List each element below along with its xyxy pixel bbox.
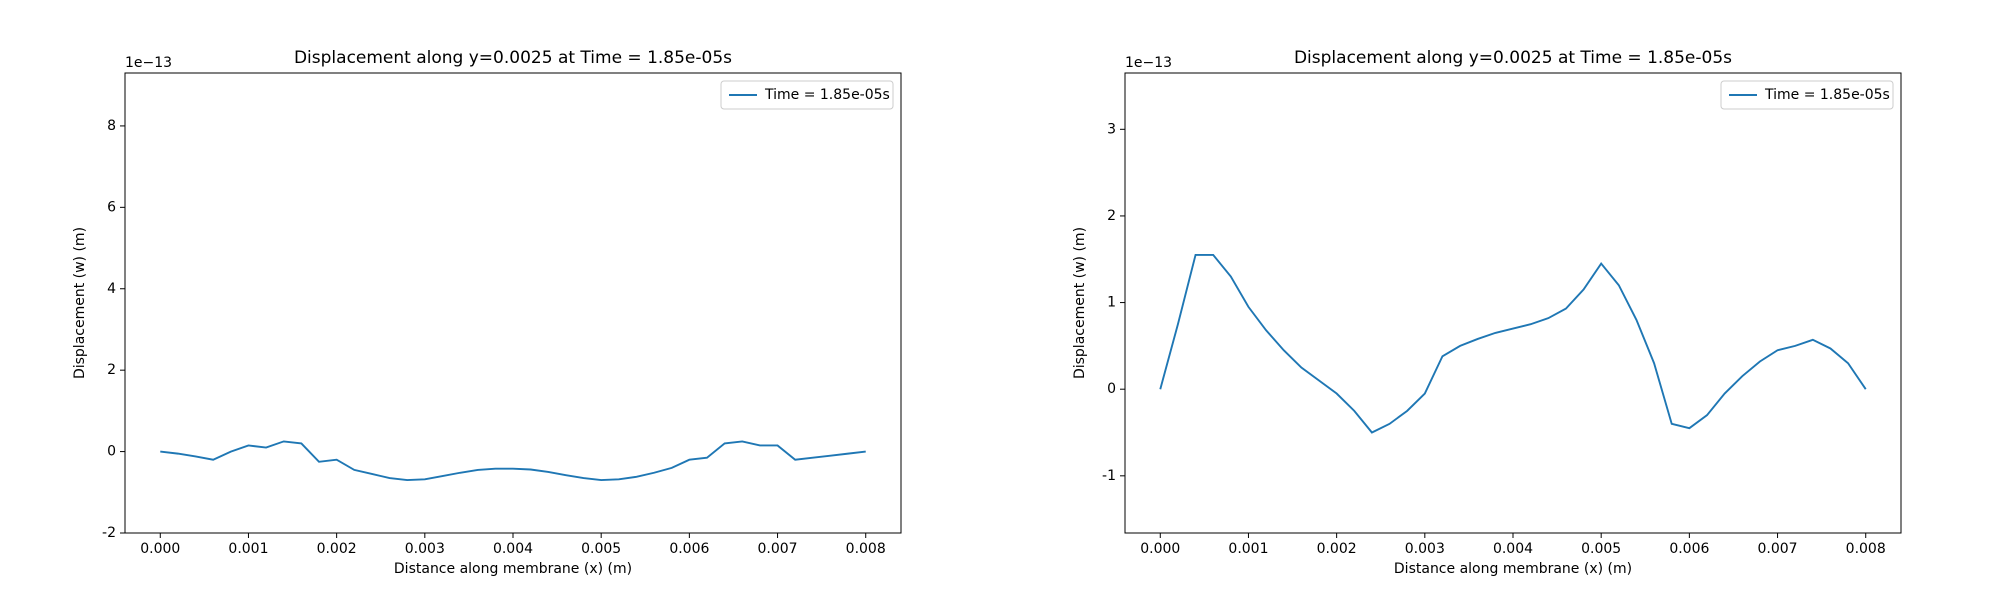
- legend-box: [720, 80, 894, 110]
- x-tick-label: 0.005: [1581, 541, 1621, 557]
- y-axis-label: Displacement (w) (m): [72, 227, 88, 379]
- x-tick-label: 0.004: [493, 541, 533, 557]
- y-tick-label: -2: [102, 525, 116, 541]
- x-tick-label: 0.000: [140, 541, 180, 557]
- legend-box: [1720, 80, 1894, 110]
- x-tick-label: 0.004: [1493, 541, 1533, 557]
- x-tick-label: 0.008: [846, 541, 886, 557]
- x-tick-label: 0.003: [405, 541, 445, 557]
- axes-frame: [124, 72, 902, 534]
- x-tick-label: 0.003: [1405, 541, 1445, 557]
- x-tick-label: 0.000: [1140, 541, 1180, 557]
- legend-label: Time = 1.85e-05s: [764, 87, 890, 103]
- x-tick-label: 0.007: [757, 541, 797, 557]
- y-tick-label: 0: [107, 444, 116, 460]
- x-tick-label: 0.002: [317, 541, 357, 557]
- x-tick-label: 0.006: [1669, 541, 1709, 557]
- y-tick-label: 2: [1107, 208, 1116, 224]
- data-line: [160, 440, 866, 482]
- x-tick-label: 0.002: [1317, 541, 1357, 557]
- y-axis-label: Displacement (w) (m): [1072, 227, 1088, 379]
- x-tick-label: 0.006: [669, 541, 709, 557]
- x-tick-label: 0.008: [1846, 541, 1886, 557]
- y-tick-label: 1: [1107, 295, 1116, 311]
- y-tick-label: 2: [107, 362, 116, 378]
- x-tick-label: 0.007: [1757, 541, 1797, 557]
- x-tick-label: 0.001: [228, 541, 268, 557]
- y-tick-label: -1: [1102, 468, 1116, 484]
- legend-label: Time = 1.85e-05s: [1764, 87, 1890, 103]
- y-offset-label: 1e−13: [125, 55, 172, 71]
- x-tick-label: 0.005: [581, 541, 621, 557]
- x-axis-label: Distance along membrane (x) (m): [1394, 561, 1632, 577]
- data-line: [1159, 253, 1867, 434]
- y-tick-label: 0: [1107, 381, 1116, 397]
- axes-frame: [1124, 72, 1902, 534]
- plot: Displacement along y=0.0025 at Time = 1.…: [1072, 48, 1902, 577]
- y-tick-label: 6: [107, 199, 116, 215]
- y-tick-label: 3: [1107, 121, 1116, 137]
- plot: Displacement along y=0.0025 at Time = 1.…: [72, 48, 902, 577]
- chart-title: Displacement along y=0.0025 at Time = 1.…: [1294, 48, 1732, 68]
- y-tick-label: 8: [107, 118, 116, 134]
- x-tick-label: 0.001: [1228, 541, 1268, 557]
- y-offset-label: 1e−13: [1125, 55, 1172, 71]
- chart-title: Displacement along y=0.0025 at Time = 1.…: [294, 48, 732, 68]
- x-axis-label: Distance along membrane (x) (m): [394, 561, 632, 577]
- y-tick-label: 4: [107, 281, 116, 297]
